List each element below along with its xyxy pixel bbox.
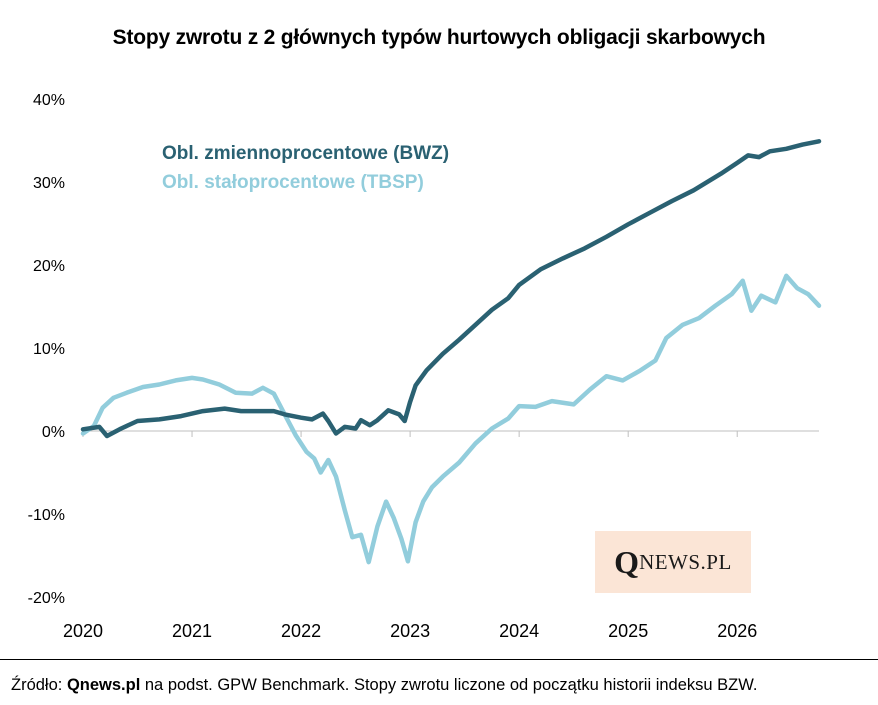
source-rest: na podst. GPW Benchmark. Stopy zwrotu li…: [140, 676, 758, 694]
series-line-tbsp: [80, 273, 822, 565]
source-brand[interactable]: Qnews.pl: [66, 676, 141, 694]
chart-title: Stopy zwrotu z 2 głównych typów hurtowyc…: [112, 26, 766, 49]
source-prefix: Źródło:: [11, 676, 67, 694]
x-tick-label: 2020: [63, 621, 103, 641]
logo-text: NEWS.PL: [639, 549, 732, 574]
x-tick-label: 2026: [717, 621, 757, 641]
y-tick-label: 30%: [33, 175, 65, 192]
y-tick-label: 0%: [42, 424, 65, 441]
legend-entry-bwz: Obl. zmiennoprocentowe (BWZ): [162, 143, 449, 164]
qnews-logo: Q NEWS.PL: [595, 531, 751, 593]
footer-divider: [0, 659, 878, 660]
x-tick-label: 2021: [172, 621, 212, 641]
line-chart: 2020 2021 2022 2023 2024 2025 2026 40% 30% 20% 10%…: [28, 92, 822, 641]
series-line-bwz: [80, 139, 822, 439]
source-note: Źródło: Qnews.pl na podst. GPW Benchmark…: [11, 676, 757, 695]
y-tick-label: 20%: [33, 258, 65, 275]
x-tick-label: 2024: [499, 621, 539, 641]
y-tick-label: -10%: [28, 507, 65, 524]
x-tick-label: 2022: [281, 621, 321, 641]
logo-letter: Q: [614, 543, 640, 580]
legend-entry-tbsp: Obl. stałoprocentowe (TBSP): [162, 172, 424, 193]
y-tick-label: 40%: [33, 92, 65, 109]
x-tick-label: 2025: [608, 621, 648, 641]
y-tick-label: 10%: [33, 341, 65, 358]
x-tick-label: 2023: [390, 621, 430, 641]
y-tick-label: -20%: [28, 590, 65, 607]
